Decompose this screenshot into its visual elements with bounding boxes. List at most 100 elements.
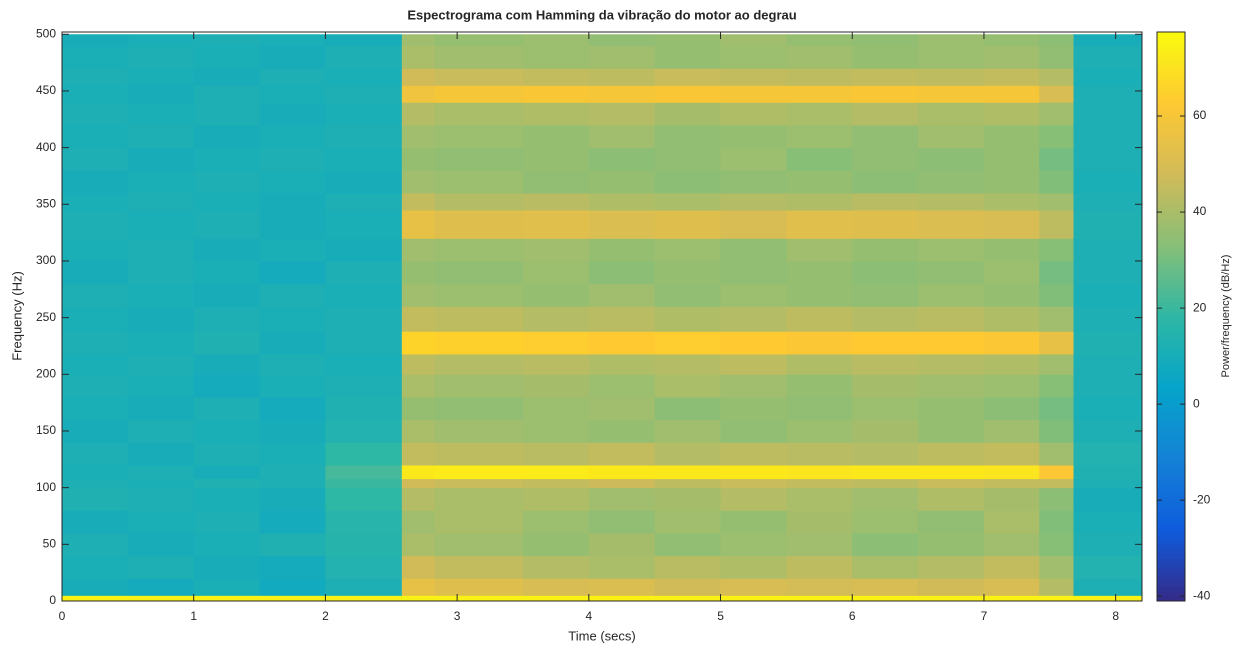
cell: [127, 209, 195, 239]
cell: [983, 353, 1040, 375]
cell: [654, 283, 722, 307]
colorbar-tick-label: 40: [1193, 204, 1207, 218]
x-tick-label: 8: [1112, 609, 1119, 623]
cell: [434, 532, 524, 557]
cell: [983, 510, 1040, 534]
cell: [786, 353, 853, 375]
cell: [654, 555, 722, 579]
cell: [1039, 147, 1075, 171]
cell: [325, 68, 403, 86]
cell: [127, 595, 195, 602]
cell: [720, 209, 787, 239]
cell: [918, 192, 985, 211]
cell: [654, 353, 722, 375]
cell: [786, 595, 853, 602]
cell: [1073, 353, 1143, 375]
cell: [193, 192, 261, 211]
cell: [983, 487, 1040, 511]
cell: [852, 124, 919, 149]
cell: [522, 260, 590, 285]
cell: [1073, 238, 1143, 262]
cell: [522, 238, 590, 262]
cell: [1073, 464, 1143, 480]
cell: [918, 464, 985, 480]
cell: [1039, 419, 1075, 443]
cell: [852, 147, 919, 171]
cell: [401, 331, 436, 355]
cell: [325, 464, 403, 480]
cell: [434, 374, 524, 398]
y-tick-label: 50: [43, 536, 57, 550]
cell: [62, 532, 129, 557]
cell: [983, 170, 1040, 194]
cell: [654, 442, 722, 466]
cell: [62, 442, 129, 466]
cell: [259, 442, 326, 466]
cell: [1073, 192, 1143, 211]
colorbar-step: [1157, 226, 1185, 232]
colorbar-step: [1157, 150, 1185, 156]
cell: [127, 374, 195, 398]
colorbar-step: [1157, 273, 1185, 280]
cell: [127, 68, 195, 86]
cell: [852, 353, 919, 375]
cell: [434, 396, 524, 421]
cell: [127, 419, 195, 443]
cell: [522, 595, 590, 602]
cell: [401, 260, 436, 285]
cell: [1073, 532, 1143, 557]
cell: [983, 102, 1040, 126]
cell: [434, 45, 524, 69]
cell: [193, 595, 261, 602]
colorbar-step: [1157, 288, 1185, 294]
cell: [588, 555, 656, 579]
y-tick-label: 300: [36, 253, 56, 267]
colorbar-step: [1157, 231, 1185, 237]
cell: [588, 147, 656, 171]
cell: [127, 532, 195, 557]
colorbar-step: [1157, 297, 1185, 303]
colorbar-step: [1157, 397, 1185, 403]
cell: [720, 85, 787, 103]
cell: [1039, 306, 1075, 332]
cell: [127, 442, 195, 466]
cell: [1073, 34, 1143, 47]
cell: [1073, 102, 1143, 126]
cell: [720, 192, 787, 211]
cell: [588, 34, 656, 47]
cell: [401, 45, 436, 69]
cell: [434, 419, 524, 443]
cell: [62, 396, 129, 421]
cell: [325, 419, 403, 443]
cell: [325, 396, 403, 421]
cell: [720, 532, 787, 557]
cell: [325, 374, 403, 398]
cell: [325, 45, 403, 69]
colorbar-step: [1157, 454, 1185, 460]
cell: [1039, 510, 1075, 534]
colorbar-step: [1157, 534, 1185, 540]
x-axis-label: Time (secs): [568, 628, 635, 643]
colorbar-step: [1157, 482, 1185, 488]
cell: [434, 238, 524, 262]
cell: [522, 85, 590, 103]
x-tick-label: 1: [190, 609, 197, 623]
cell: [1073, 374, 1143, 398]
cell: [720, 238, 787, 262]
cell: [62, 487, 129, 511]
cell: [654, 306, 722, 332]
cell: [1073, 510, 1143, 534]
cell: [401, 170, 436, 194]
cell: [786, 487, 853, 511]
cell: [852, 555, 919, 579]
cell: [127, 102, 195, 126]
cell: [401, 102, 436, 126]
cell: [127, 192, 195, 211]
cell: [259, 170, 326, 194]
cell: [918, 510, 985, 534]
colorbar-step: [1157, 515, 1185, 521]
colorbar-step: [1157, 439, 1185, 446]
cell: [522, 555, 590, 579]
cell: [918, 102, 985, 126]
